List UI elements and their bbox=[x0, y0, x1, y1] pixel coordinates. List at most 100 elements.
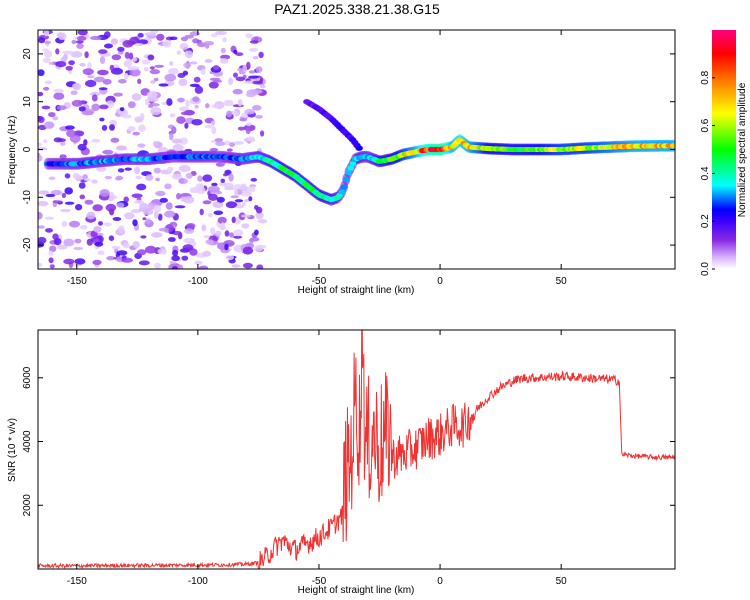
noise-blob bbox=[211, 33, 218, 38]
noise-blob bbox=[84, 51, 89, 59]
y-tick-label: 10 bbox=[22, 96, 33, 108]
noise-blob bbox=[164, 73, 177, 82]
noise-blob bbox=[202, 250, 211, 257]
noise-blob bbox=[169, 61, 174, 66]
noise-blob bbox=[176, 50, 181, 55]
snr-y-axis-label: SNR (10 * v/v) bbox=[7, 418, 18, 482]
noise-blob bbox=[167, 68, 179, 75]
noise-blob bbox=[99, 104, 109, 110]
noise-blob bbox=[156, 33, 165, 41]
noise-blob bbox=[244, 80, 254, 85]
noise-blob bbox=[224, 186, 235, 191]
noise-blob bbox=[104, 31, 111, 39]
noise-blob bbox=[118, 79, 127, 84]
noise-blob bbox=[185, 172, 193, 179]
noise-blob bbox=[86, 211, 96, 220]
noise-blob bbox=[169, 113, 176, 118]
noise-blob bbox=[195, 183, 205, 190]
noise-blob bbox=[212, 201, 224, 209]
noise-blob bbox=[171, 266, 178, 269]
noise-blob bbox=[124, 212, 135, 220]
noise-blob bbox=[41, 105, 51, 110]
noise-blob bbox=[77, 30, 88, 36]
noise-blob bbox=[44, 216, 55, 220]
noise-blob bbox=[166, 98, 173, 106]
noise-blob bbox=[208, 81, 219, 89]
spectrogram-branch bbox=[302, 98, 364, 152]
noise-blob bbox=[250, 177, 258, 182]
noise-blob bbox=[45, 193, 56, 198]
noise-blob bbox=[233, 141, 244, 145]
noise-blob bbox=[210, 120, 216, 126]
noise-blob bbox=[157, 213, 163, 221]
noise-blob bbox=[165, 202, 173, 210]
colorbar-label: Normalized spectral amplitude bbox=[737, 82, 748, 217]
noise-blob bbox=[202, 200, 212, 205]
ridge-core bbox=[669, 143, 675, 149]
noise-blob bbox=[184, 34, 194, 39]
noise-blob bbox=[146, 90, 158, 99]
noise-blob bbox=[44, 40, 52, 45]
x-tick-label: 50 bbox=[556, 576, 568, 587]
noise-blob bbox=[131, 193, 143, 199]
noise-blob bbox=[38, 37, 46, 44]
noise-blob bbox=[205, 43, 210, 49]
x-tick-label: 0 bbox=[437, 276, 443, 287]
noise-blob bbox=[94, 241, 104, 247]
x-tick-label: -100 bbox=[188, 576, 208, 587]
ridge-core bbox=[345, 169, 352, 175]
noise-blob bbox=[116, 250, 128, 256]
noise-blob bbox=[71, 99, 83, 107]
noise-blob bbox=[93, 76, 106, 83]
colorbar-tick-label: 0.8 bbox=[700, 70, 711, 84]
noise-blob bbox=[192, 96, 200, 103]
noise-blob bbox=[260, 130, 265, 137]
noise-blob bbox=[104, 43, 113, 49]
noise-blob bbox=[171, 126, 177, 134]
noise-blob bbox=[153, 204, 162, 213]
y-tick-label: 20 bbox=[22, 48, 33, 60]
spectrogram-x-axis: -150 -100 -50 0 50 bbox=[67, 30, 567, 287]
noise-blob bbox=[257, 219, 268, 224]
noise-blob bbox=[225, 201, 238, 209]
noise-blob bbox=[167, 166, 174, 172]
noise-blob bbox=[143, 67, 149, 72]
noise-blob bbox=[224, 230, 230, 237]
noise-blob bbox=[222, 37, 228, 43]
noise-blob bbox=[38, 262, 43, 268]
noise-blob bbox=[134, 166, 140, 175]
noise-blob bbox=[180, 111, 191, 116]
noise-blob bbox=[63, 258, 75, 265]
noise-blob bbox=[38, 200, 49, 207]
noise-blob bbox=[129, 68, 141, 77]
noise-blob bbox=[164, 210, 176, 218]
noise-blob bbox=[249, 184, 256, 188]
noise-blob bbox=[122, 40, 134, 48]
x-tick-label: -50 bbox=[312, 576, 327, 587]
noise-blob bbox=[128, 52, 134, 60]
noise-blob bbox=[193, 76, 201, 83]
y-tick-label: 2000 bbox=[22, 494, 33, 517]
noise-blob bbox=[153, 77, 159, 82]
noise-blob bbox=[117, 51, 124, 55]
noise-blob bbox=[77, 143, 87, 151]
noise-blob bbox=[151, 200, 158, 204]
noise-blob bbox=[155, 190, 166, 197]
noise-blob bbox=[246, 122, 252, 127]
noise-blob bbox=[48, 176, 56, 181]
noise-blob bbox=[233, 49, 238, 55]
ridge-core bbox=[342, 176, 350, 182]
noise-blob bbox=[44, 80, 53, 85]
noise-blob bbox=[48, 257, 54, 264]
noise-blob bbox=[109, 191, 114, 199]
noise-blob bbox=[53, 238, 62, 246]
noise-blob bbox=[250, 89, 263, 94]
noise-blob bbox=[70, 51, 83, 58]
noise-blob bbox=[139, 202, 149, 211]
y-tick-label: 0 bbox=[22, 146, 33, 152]
noise-blob bbox=[215, 141, 226, 146]
noise-blob bbox=[208, 213, 213, 218]
noise-blob bbox=[109, 124, 115, 131]
noise-blob bbox=[53, 88, 64, 94]
